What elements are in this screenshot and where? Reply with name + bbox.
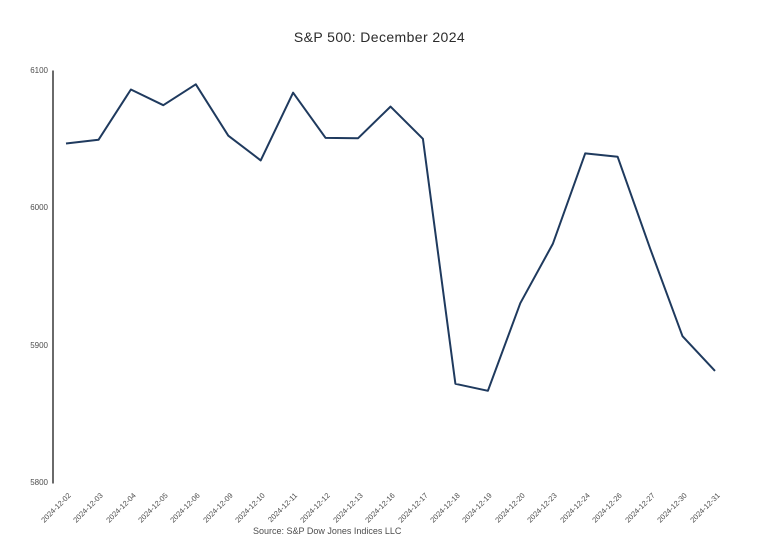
y-tick-label-5800: 5800 [30,478,48,487]
y-tick-label-6100: 6100 [30,66,48,75]
sp500-line-series [65,83,716,392]
y-tick-label-5900: 5900 [30,340,48,350]
chart-title: S&P 500: December 2024 [293,29,466,45]
y-tick-label-6000: 6000 [30,203,48,213]
source-caption: Source: S&P Dow Jones Indices LLC [253,526,402,536]
